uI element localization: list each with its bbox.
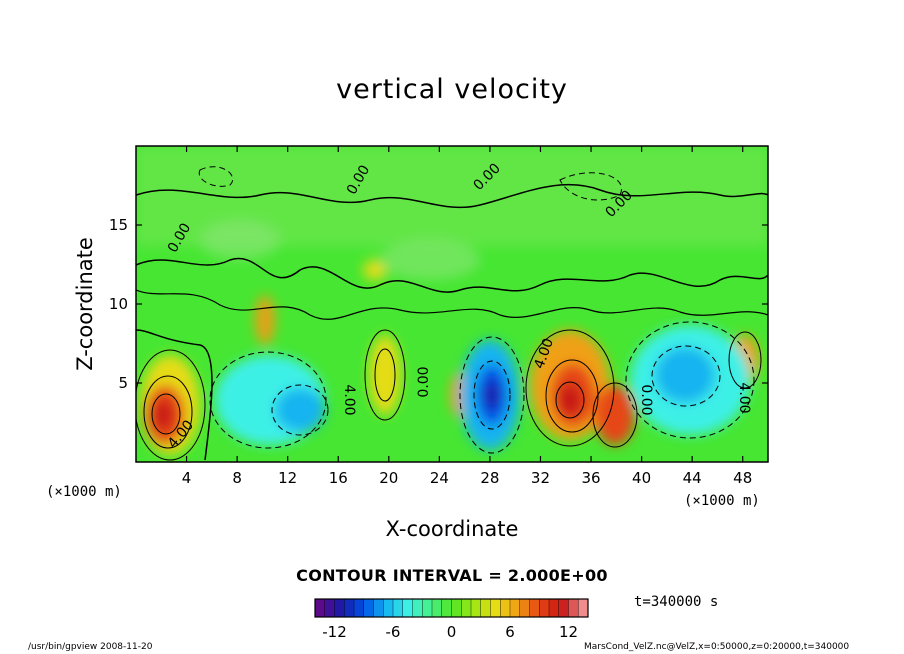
- colorbar-swatch: [373, 598, 384, 618]
- y-axis-ticks: 5 10 15: [109, 216, 768, 392]
- colorbar-swatch: [334, 598, 345, 618]
- y-axis-title: Z-coordinate: [73, 237, 97, 371]
- x-tick-label: 12: [278, 469, 297, 487]
- contour-lines: [136, 166, 768, 461]
- colorbar-ticks: -12 -6 0 6 12: [322, 623, 578, 641]
- x-axis-unit-left: (×1000 m): [46, 484, 122, 500]
- colorbar-swatch: [568, 598, 579, 618]
- colorbar-tick-label: -12: [322, 623, 347, 641]
- y-tick-label: 10: [109, 295, 128, 313]
- colorbar-swatch: [529, 598, 540, 618]
- colorbar-swatch: [509, 598, 521, 618]
- colorbar-swatch: [402, 598, 414, 618]
- colorbar-frame: [314, 598, 589, 618]
- footer-left: /usr/bin/gpview 2008-11-20: [28, 642, 153, 652]
- y-tick-label: 5: [118, 374, 128, 392]
- time-label: t=340000 s: [634, 594, 719, 610]
- footer-right: MarsCond_VelZ.nc@VelZ,x=0:50000,z=0:2000…: [584, 642, 850, 652]
- colorbar-swatch: [324, 598, 336, 618]
- x-axis-title: X-coordinate: [386, 517, 519, 541]
- colorbar-tick-label: 6: [505, 623, 515, 641]
- colorbar-swatch: [480, 598, 492, 618]
- colorbar: [314, 598, 589, 618]
- colorbar-swatch: [470, 598, 482, 618]
- x-tick-label: 16: [329, 469, 348, 487]
- colorbar-swatch: [548, 598, 560, 618]
- x-axis-unit-right: (×1000 m): [684, 493, 760, 509]
- x-tick-label: 40: [632, 469, 651, 487]
- colorbar-swatch: [412, 598, 423, 618]
- x-tick-label: 8: [232, 469, 242, 487]
- x-tick-label: 28: [480, 469, 499, 487]
- colorbar-swatch: [441, 598, 453, 618]
- colorbar-swatch: [383, 598, 394, 618]
- colorbar-swatch: [422, 598, 433, 618]
- x-tick-label: 20: [379, 469, 398, 487]
- contour-label: 0.00: [416, 366, 432, 397]
- velocity-field: [136, 146, 768, 462]
- y-tick-label: 15: [109, 216, 128, 234]
- colorbar-swatch: [461, 598, 472, 618]
- colorbar-swatch: [431, 598, 443, 618]
- chart-title: vertical velocity: [336, 74, 568, 105]
- colorbar-swatch: [519, 598, 531, 618]
- colorbar-swatch: [314, 598, 326, 618]
- colorbar-swatch: [578, 598, 589, 618]
- colorbar-swatch: [353, 598, 365, 618]
- colorbar-swatch: [451, 598, 462, 618]
- x-tick-label: 36: [581, 469, 600, 487]
- x-tick-label: 4: [182, 469, 192, 487]
- colorbar-tick-label: 12: [559, 623, 578, 641]
- colorbar-swatch: [363, 598, 375, 618]
- x-tick-label: 48: [733, 469, 752, 487]
- x-axis-ticks: 4 8 12 16 20 24 28 32 36 40 44 48: [182, 146, 752, 487]
- colorbar-tick-label: -6: [386, 623, 401, 641]
- colorbar-swatch: [392, 598, 404, 618]
- x-tick-label: 44: [683, 469, 702, 487]
- colorbar-swatch: [558, 598, 570, 618]
- contour-label: 4.00: [736, 382, 752, 413]
- contour-interval-label: CONTOUR INTERVAL = 2.000E+00: [296, 566, 608, 585]
- colorbar-tick-label: 0: [447, 623, 457, 641]
- colorbar-swatch: [490, 598, 501, 618]
- contour-label: 0.00: [638, 384, 654, 415]
- x-tick-label: 32: [531, 469, 550, 487]
- colorbar-swatch: [344, 598, 355, 618]
- x-tick-label: 24: [430, 469, 449, 487]
- colorbar-swatch: [539, 598, 550, 618]
- contour-label: 4.00: [341, 384, 357, 415]
- colorbar-swatch: [500, 598, 511, 618]
